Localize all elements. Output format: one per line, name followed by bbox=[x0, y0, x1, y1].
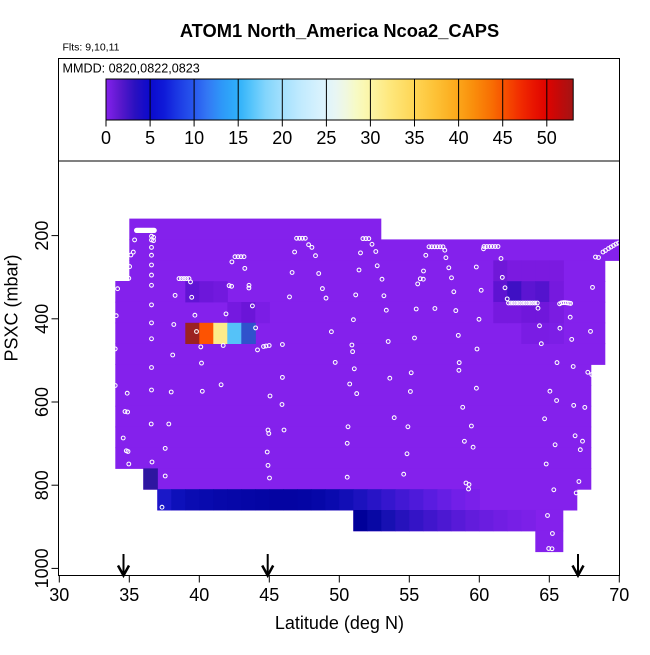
svg-text:40: 40 bbox=[449, 128, 469, 148]
svg-text:600: 600 bbox=[32, 387, 52, 417]
svg-text:55: 55 bbox=[399, 585, 419, 605]
svg-text:800: 800 bbox=[32, 470, 52, 500]
svg-text:30: 30 bbox=[360, 128, 380, 148]
svg-text:400: 400 bbox=[32, 304, 52, 334]
svg-text:Flts: 9,10,11: Flts: 9,10,11 bbox=[63, 42, 120, 54]
svg-text:45: 45 bbox=[259, 585, 279, 605]
svg-text:65: 65 bbox=[539, 585, 559, 605]
svg-text:10: 10 bbox=[184, 128, 204, 148]
svg-text:PSXC (mbar): PSXC (mbar) bbox=[2, 254, 22, 361]
svg-text:35: 35 bbox=[404, 128, 424, 148]
svg-text:0: 0 bbox=[101, 128, 111, 148]
svg-text:30: 30 bbox=[49, 585, 69, 605]
svg-text:20: 20 bbox=[272, 128, 292, 148]
svg-text:5: 5 bbox=[145, 128, 155, 148]
svg-text:25: 25 bbox=[316, 128, 336, 148]
svg-text:50: 50 bbox=[329, 585, 349, 605]
svg-text:200: 200 bbox=[32, 221, 52, 251]
svg-text:70: 70 bbox=[609, 585, 629, 605]
svg-text:50: 50 bbox=[537, 128, 557, 148]
svg-text:ATOM1 North_America Ncoa2_CAPS: ATOM1 North_America Ncoa2_CAPS bbox=[180, 20, 499, 41]
svg-text:35: 35 bbox=[119, 585, 139, 605]
svg-text:MMDD: 0820,0822,0823: MMDD: 0820,0822,0823 bbox=[63, 62, 200, 76]
svg-text:45: 45 bbox=[493, 128, 513, 148]
svg-text:15: 15 bbox=[228, 128, 248, 148]
svg-text:60: 60 bbox=[469, 585, 489, 605]
svg-text:40: 40 bbox=[189, 585, 209, 605]
svg-text:Latitude (deg N): Latitude (deg N) bbox=[275, 613, 404, 633]
svg-text:1000: 1000 bbox=[32, 548, 52, 588]
